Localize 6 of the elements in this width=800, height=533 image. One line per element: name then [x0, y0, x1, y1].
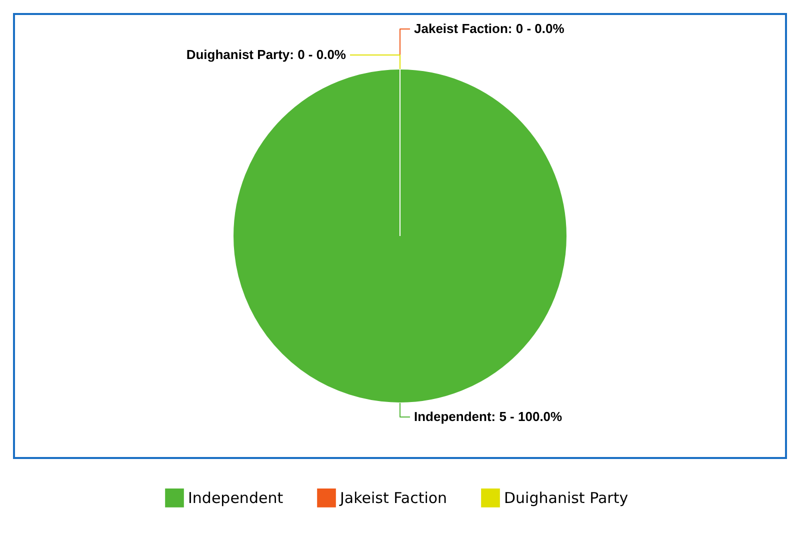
data-label: Independent: 5 - 100.0% [414, 409, 563, 424]
text: Jakeist Faction: 0 - 0.0% [414, 21, 564, 36]
text: Duighanist Party: 0 - 0.0% [186, 47, 346, 62]
legend-label: Duighanist Party [504, 488, 628, 507]
legend-label: Independent [188, 488, 284, 507]
legend-label: Jakeist Faction [339, 488, 448, 507]
